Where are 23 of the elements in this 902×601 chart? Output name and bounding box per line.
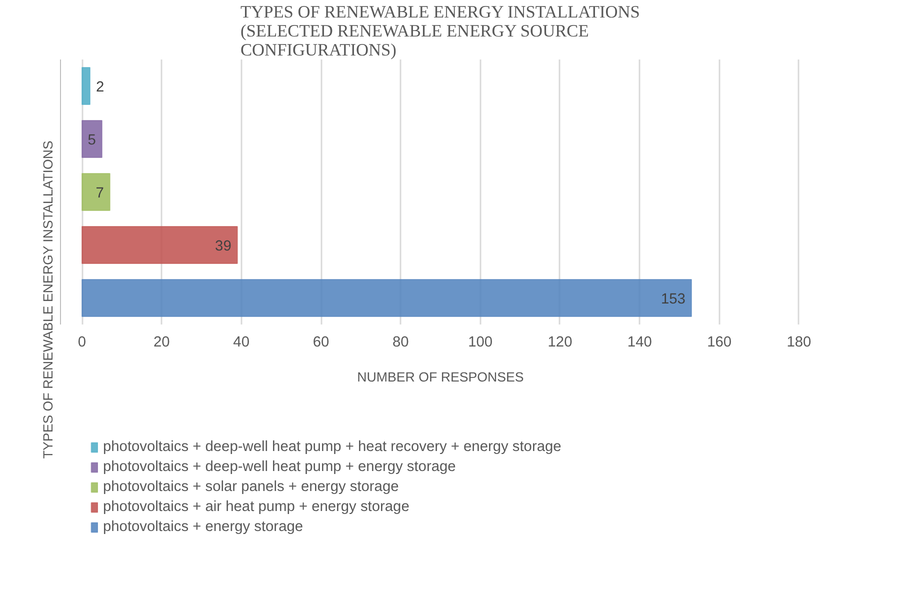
x-tick-label: 60 <box>312 334 330 350</box>
x-tick-label: 40 <box>233 334 250 350</box>
x-tick-label: 120 <box>548 334 572 350</box>
x-tick-label: 140 <box>627 334 652 350</box>
y-axis-title: TYPES OF RENEWABLE ENERGY INSTALLATIONS <box>40 140 56 459</box>
legend-label: photovoltaics + deep-well heat pump + heat recovery + energy storage <box>103 439 562 455</box>
legend-label: photovoltaics + solar panels + energy storage <box>103 479 399 495</box>
data-label: 2 <box>96 80 104 96</box>
legend-label: photovoltaics + energy storage <box>103 519 304 535</box>
x-tick-label: 80 <box>392 334 409 350</box>
legend-label: photovoltaics + air heat pump + energy storage <box>103 499 410 515</box>
x-axis-title: NUMBER OF RESPONSES <box>357 370 524 384</box>
x-tick-label: 0 <box>78 334 86 350</box>
x-tick-label: 180 <box>786 334 812 350</box>
data-label: 7 <box>96 186 104 202</box>
x-tick-label: 20 <box>154 334 170 350</box>
legend-label: photovoltaics + deep-well heat pump + energy storage <box>103 459 456 475</box>
data-label: 5 <box>88 132 96 148</box>
chart-title: TYPES OF RENEWABLE ENERGY INSTALLATIONS (SELECTED RENEWABLE ENERGY SOURCE CONFIGURATIONS) <box>240 2 640 60</box>
data-label: 39 <box>215 238 232 254</box>
x-tick-label: 160 <box>707 334 732 350</box>
data-label: 153 <box>660 292 686 308</box>
x-tick-label: 100 <box>468 334 493 350</box>
